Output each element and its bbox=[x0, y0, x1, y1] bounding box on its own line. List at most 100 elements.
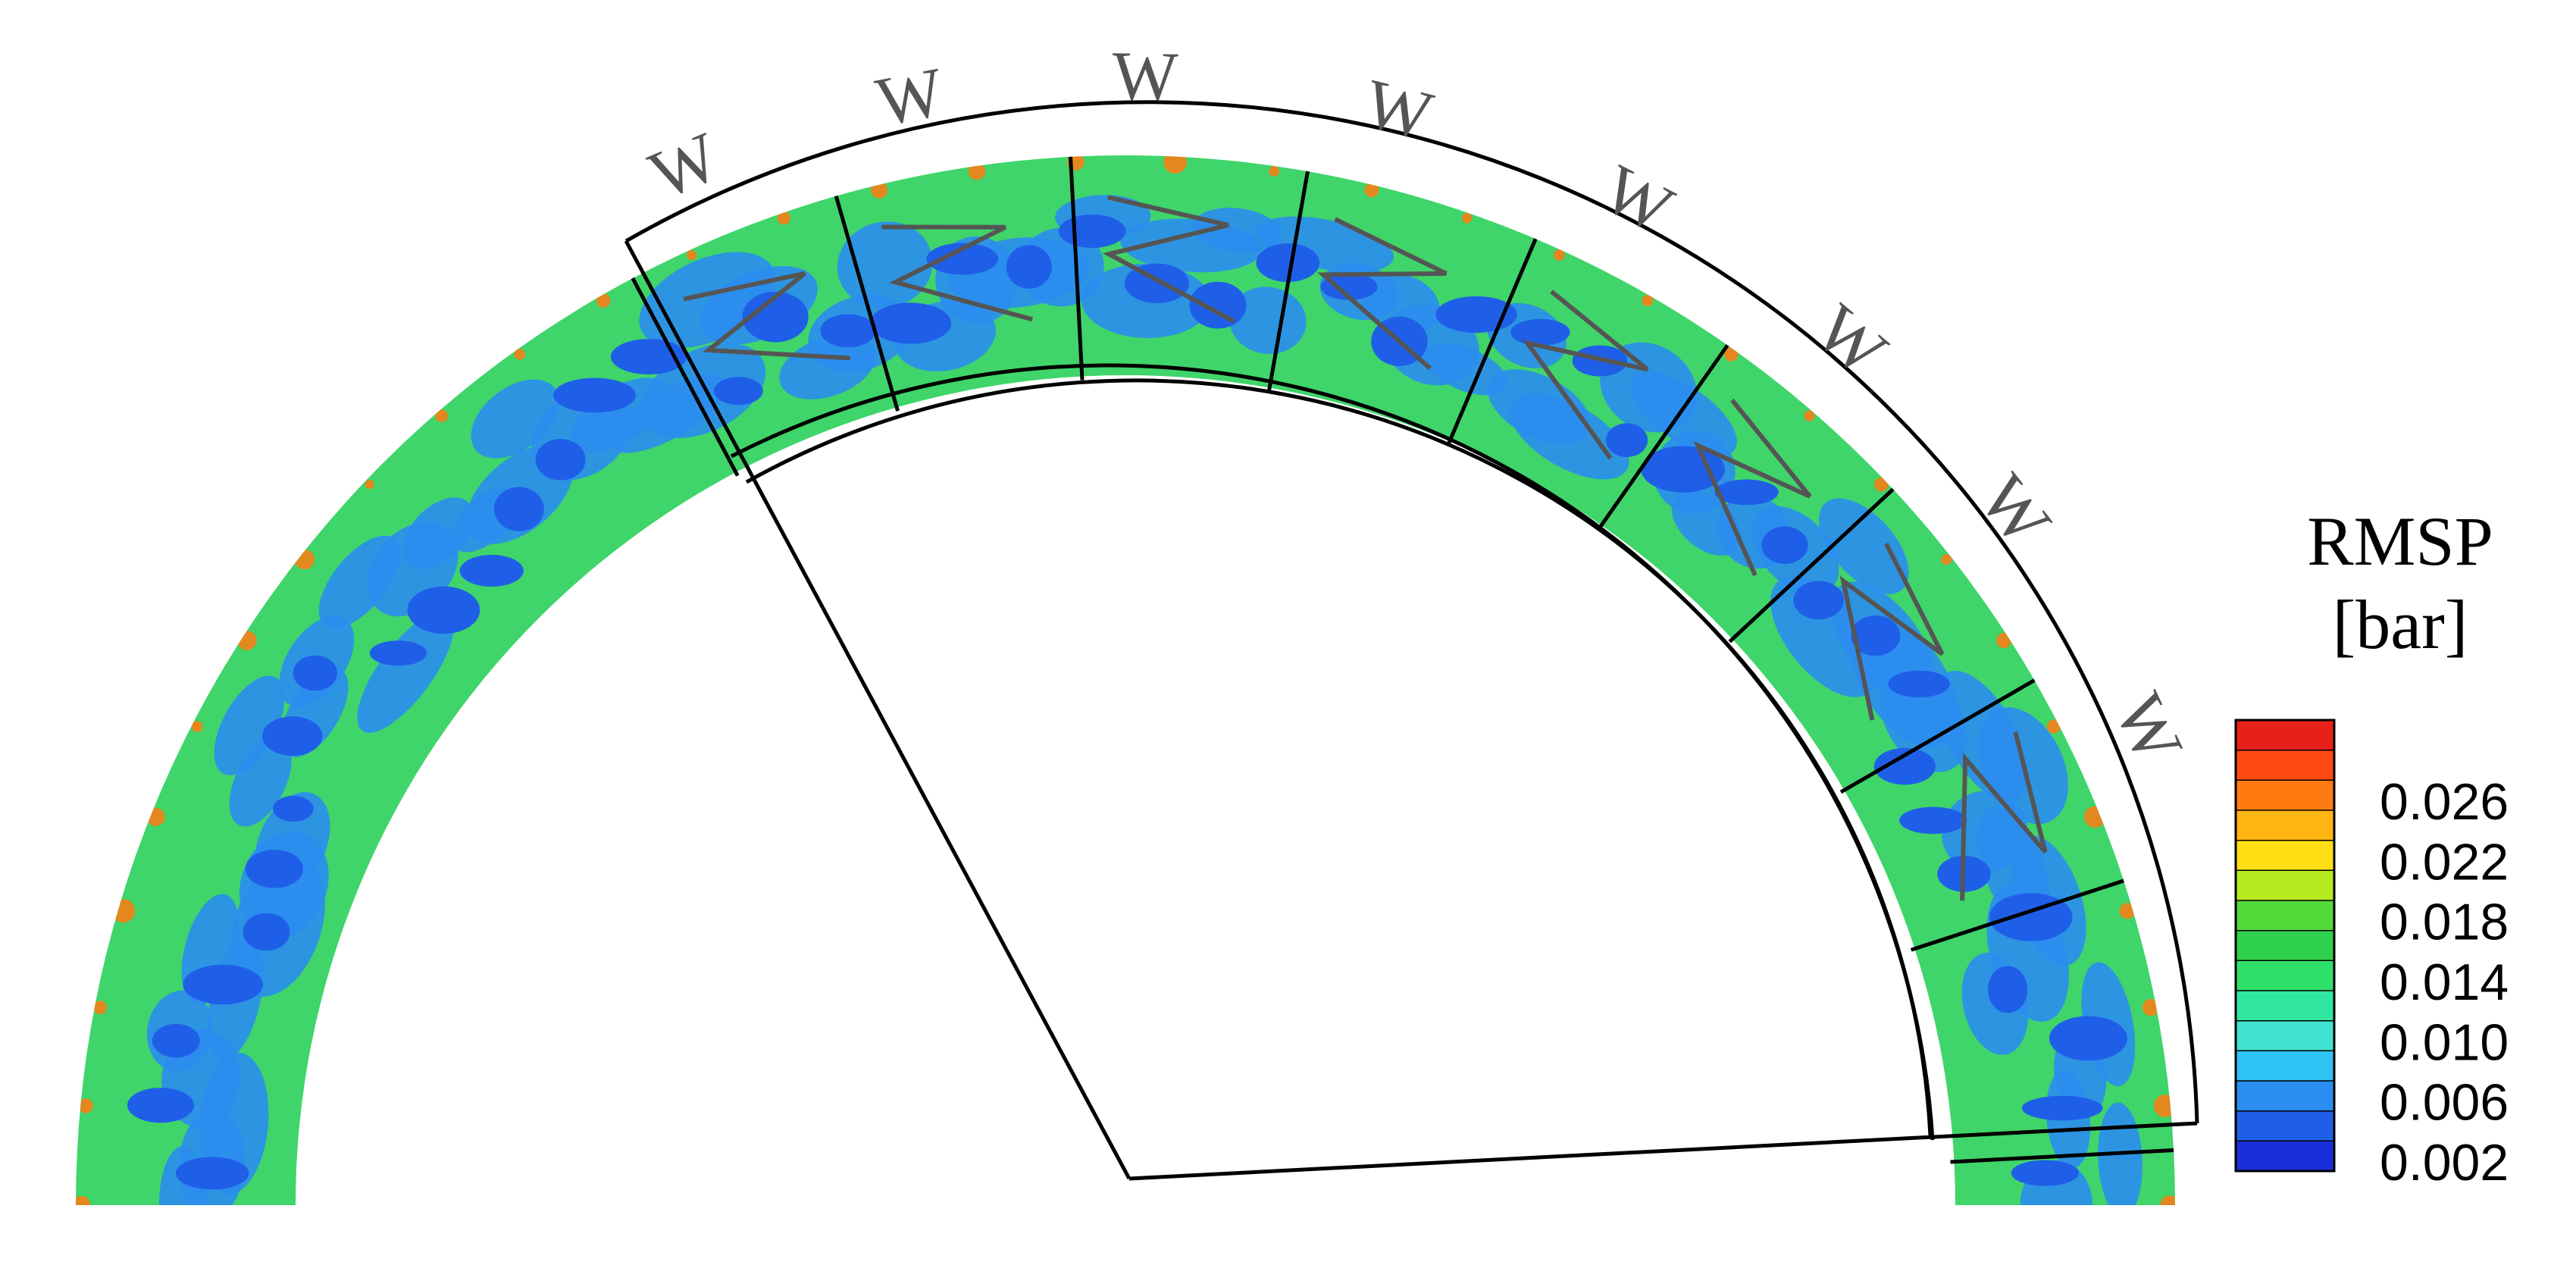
contour-blob-low bbox=[1058, 215, 1126, 248]
legend-level-3 bbox=[2236, 1081, 2334, 1112]
contour-blob-low bbox=[273, 795, 314, 822]
divider-10 bbox=[1950, 1148, 2174, 1164]
ring-outline bbox=[624, 100, 2199, 1141]
legend-level-12 bbox=[2236, 810, 2334, 841]
contour-blob-high bbox=[2160, 1195, 2175, 1205]
channel-label-w-2: W bbox=[870, 52, 950, 141]
contour-blob-high bbox=[294, 550, 315, 570]
divider-2 bbox=[834, 196, 900, 412]
legend-level-4 bbox=[2236, 1051, 2334, 1082]
contour-blob-high bbox=[191, 721, 203, 732]
legend-level-9 bbox=[2236, 900, 2334, 932]
contour-blob-high bbox=[2153, 1094, 2175, 1117]
legend-tick-label: 0.006 bbox=[2380, 1074, 2509, 1132]
contour-blob-high bbox=[596, 293, 611, 308]
field-blobs bbox=[76, 155, 2175, 1205]
contour-blob-low bbox=[459, 555, 524, 587]
sector-radius-right bbox=[1128, 1121, 2198, 1181]
outer-arc bbox=[624, 100, 2199, 1124]
contour-blob-mid bbox=[402, 497, 474, 570]
legend-tick-label: 0.010 bbox=[2380, 1013, 2509, 1071]
legend-level-7 bbox=[2236, 960, 2334, 991]
contour-blob-low bbox=[1761, 526, 1808, 564]
contour-blob-mid bbox=[1019, 227, 1104, 307]
contour-blob-low bbox=[407, 586, 480, 634]
contour-blob-low bbox=[742, 291, 809, 343]
contour-blob-high bbox=[365, 480, 374, 490]
contour-blob-low bbox=[1606, 423, 1648, 457]
contour-blob-high bbox=[687, 249, 697, 261]
contour-blob-mid bbox=[214, 675, 285, 775]
contour-blob-high bbox=[1554, 249, 1565, 261]
wire-trace-6 bbox=[1693, 398, 1812, 577]
legend-tick-label: 0.026 bbox=[2380, 773, 2509, 831]
channel-dividers bbox=[631, 156, 2174, 1164]
divider-3 bbox=[1069, 156, 1085, 380]
legend-level-1 bbox=[2236, 1141, 2334, 1172]
wire-trace-3 bbox=[1102, 195, 1235, 324]
wire-trace-4 bbox=[1317, 217, 1448, 371]
contour-blob-low bbox=[1320, 273, 1378, 300]
contour-blob-low bbox=[2021, 1095, 2103, 1121]
legend-tick-label: 0.022 bbox=[2380, 833, 2509, 891]
divider-8 bbox=[1839, 678, 2036, 794]
contour-blob-low bbox=[243, 913, 290, 951]
contour-blob-low bbox=[1189, 281, 1247, 329]
contour-blob-high bbox=[2142, 999, 2160, 1016]
legend-title-line1: RMSP bbox=[2307, 503, 2493, 580]
contour-blob-mid bbox=[2098, 1102, 2142, 1205]
contour-blob-high bbox=[146, 807, 165, 826]
contour-blob-high bbox=[1461, 213, 1473, 224]
legend-level-11 bbox=[2236, 840, 2334, 871]
contour-blob-low bbox=[1899, 806, 1967, 835]
contour-blob-low bbox=[820, 314, 876, 348]
contour-blob-low bbox=[2011, 1160, 2079, 1186]
contour-blob-high bbox=[514, 349, 525, 360]
wire-trace-5 bbox=[1522, 290, 1649, 460]
contour-blob-high bbox=[1874, 477, 1889, 492]
contour-blob-low bbox=[1510, 318, 1570, 346]
sector-radius-left bbox=[624, 240, 1131, 1180]
legend-level-8 bbox=[2236, 930, 2334, 961]
contour-blob-low bbox=[369, 640, 427, 666]
legend-level-15 bbox=[2236, 720, 2334, 751]
wire-trace-7 bbox=[1839, 543, 1945, 721]
legend-level-6 bbox=[2236, 991, 2334, 1022]
channel-label-w-5: W bbox=[1592, 149, 1686, 248]
legend-colorbar bbox=[2234, 719, 2336, 1173]
divider-6 bbox=[1598, 344, 1729, 530]
divider-9 bbox=[1910, 878, 2124, 952]
contour-blob-mid bbox=[1192, 208, 1282, 253]
contour-blob-high bbox=[1804, 410, 1815, 421]
divider-4 bbox=[1266, 171, 1310, 393]
channel-label-w-1: W bbox=[639, 117, 730, 215]
legend-tick-label: 0.014 bbox=[2380, 954, 2509, 1011]
contour-blob-low bbox=[245, 850, 303, 888]
contour-blob-low bbox=[870, 302, 952, 344]
contour-blob-low bbox=[183, 964, 263, 1005]
contour-blob-low bbox=[1851, 615, 1901, 656]
legend-tick-label: 0.018 bbox=[2380, 894, 2509, 951]
contour-blob-mid bbox=[357, 611, 455, 733]
contour-blob-high bbox=[78, 1098, 93, 1113]
contour-blob-high bbox=[435, 409, 449, 423]
legend-title-line2: [bar] bbox=[2333, 586, 2468, 663]
contour-blob-low bbox=[1435, 296, 1517, 334]
contour-blob-high bbox=[1996, 632, 2012, 649]
wire-trace-8 bbox=[1960, 731, 2048, 901]
contour-blob-mid bbox=[1229, 287, 1307, 354]
contour-blob-high bbox=[111, 899, 136, 923]
contour-blob-high bbox=[1724, 347, 1739, 362]
divider-5 bbox=[1446, 238, 1538, 446]
divider-1 bbox=[631, 277, 740, 477]
legend-level-13 bbox=[2236, 780, 2334, 811]
contour-blob-high bbox=[2046, 719, 2061, 734]
legend-level-14 bbox=[2236, 750, 2334, 781]
contour-blob-low bbox=[493, 487, 544, 531]
contour-blob-high bbox=[1642, 295, 1654, 307]
divider-7 bbox=[1728, 487, 1895, 644]
legend-tick-label: 0.002 bbox=[2380, 1134, 2509, 1192]
channel-label-w-3: W bbox=[1112, 37, 1179, 116]
contour-blob-low bbox=[1256, 243, 1320, 283]
